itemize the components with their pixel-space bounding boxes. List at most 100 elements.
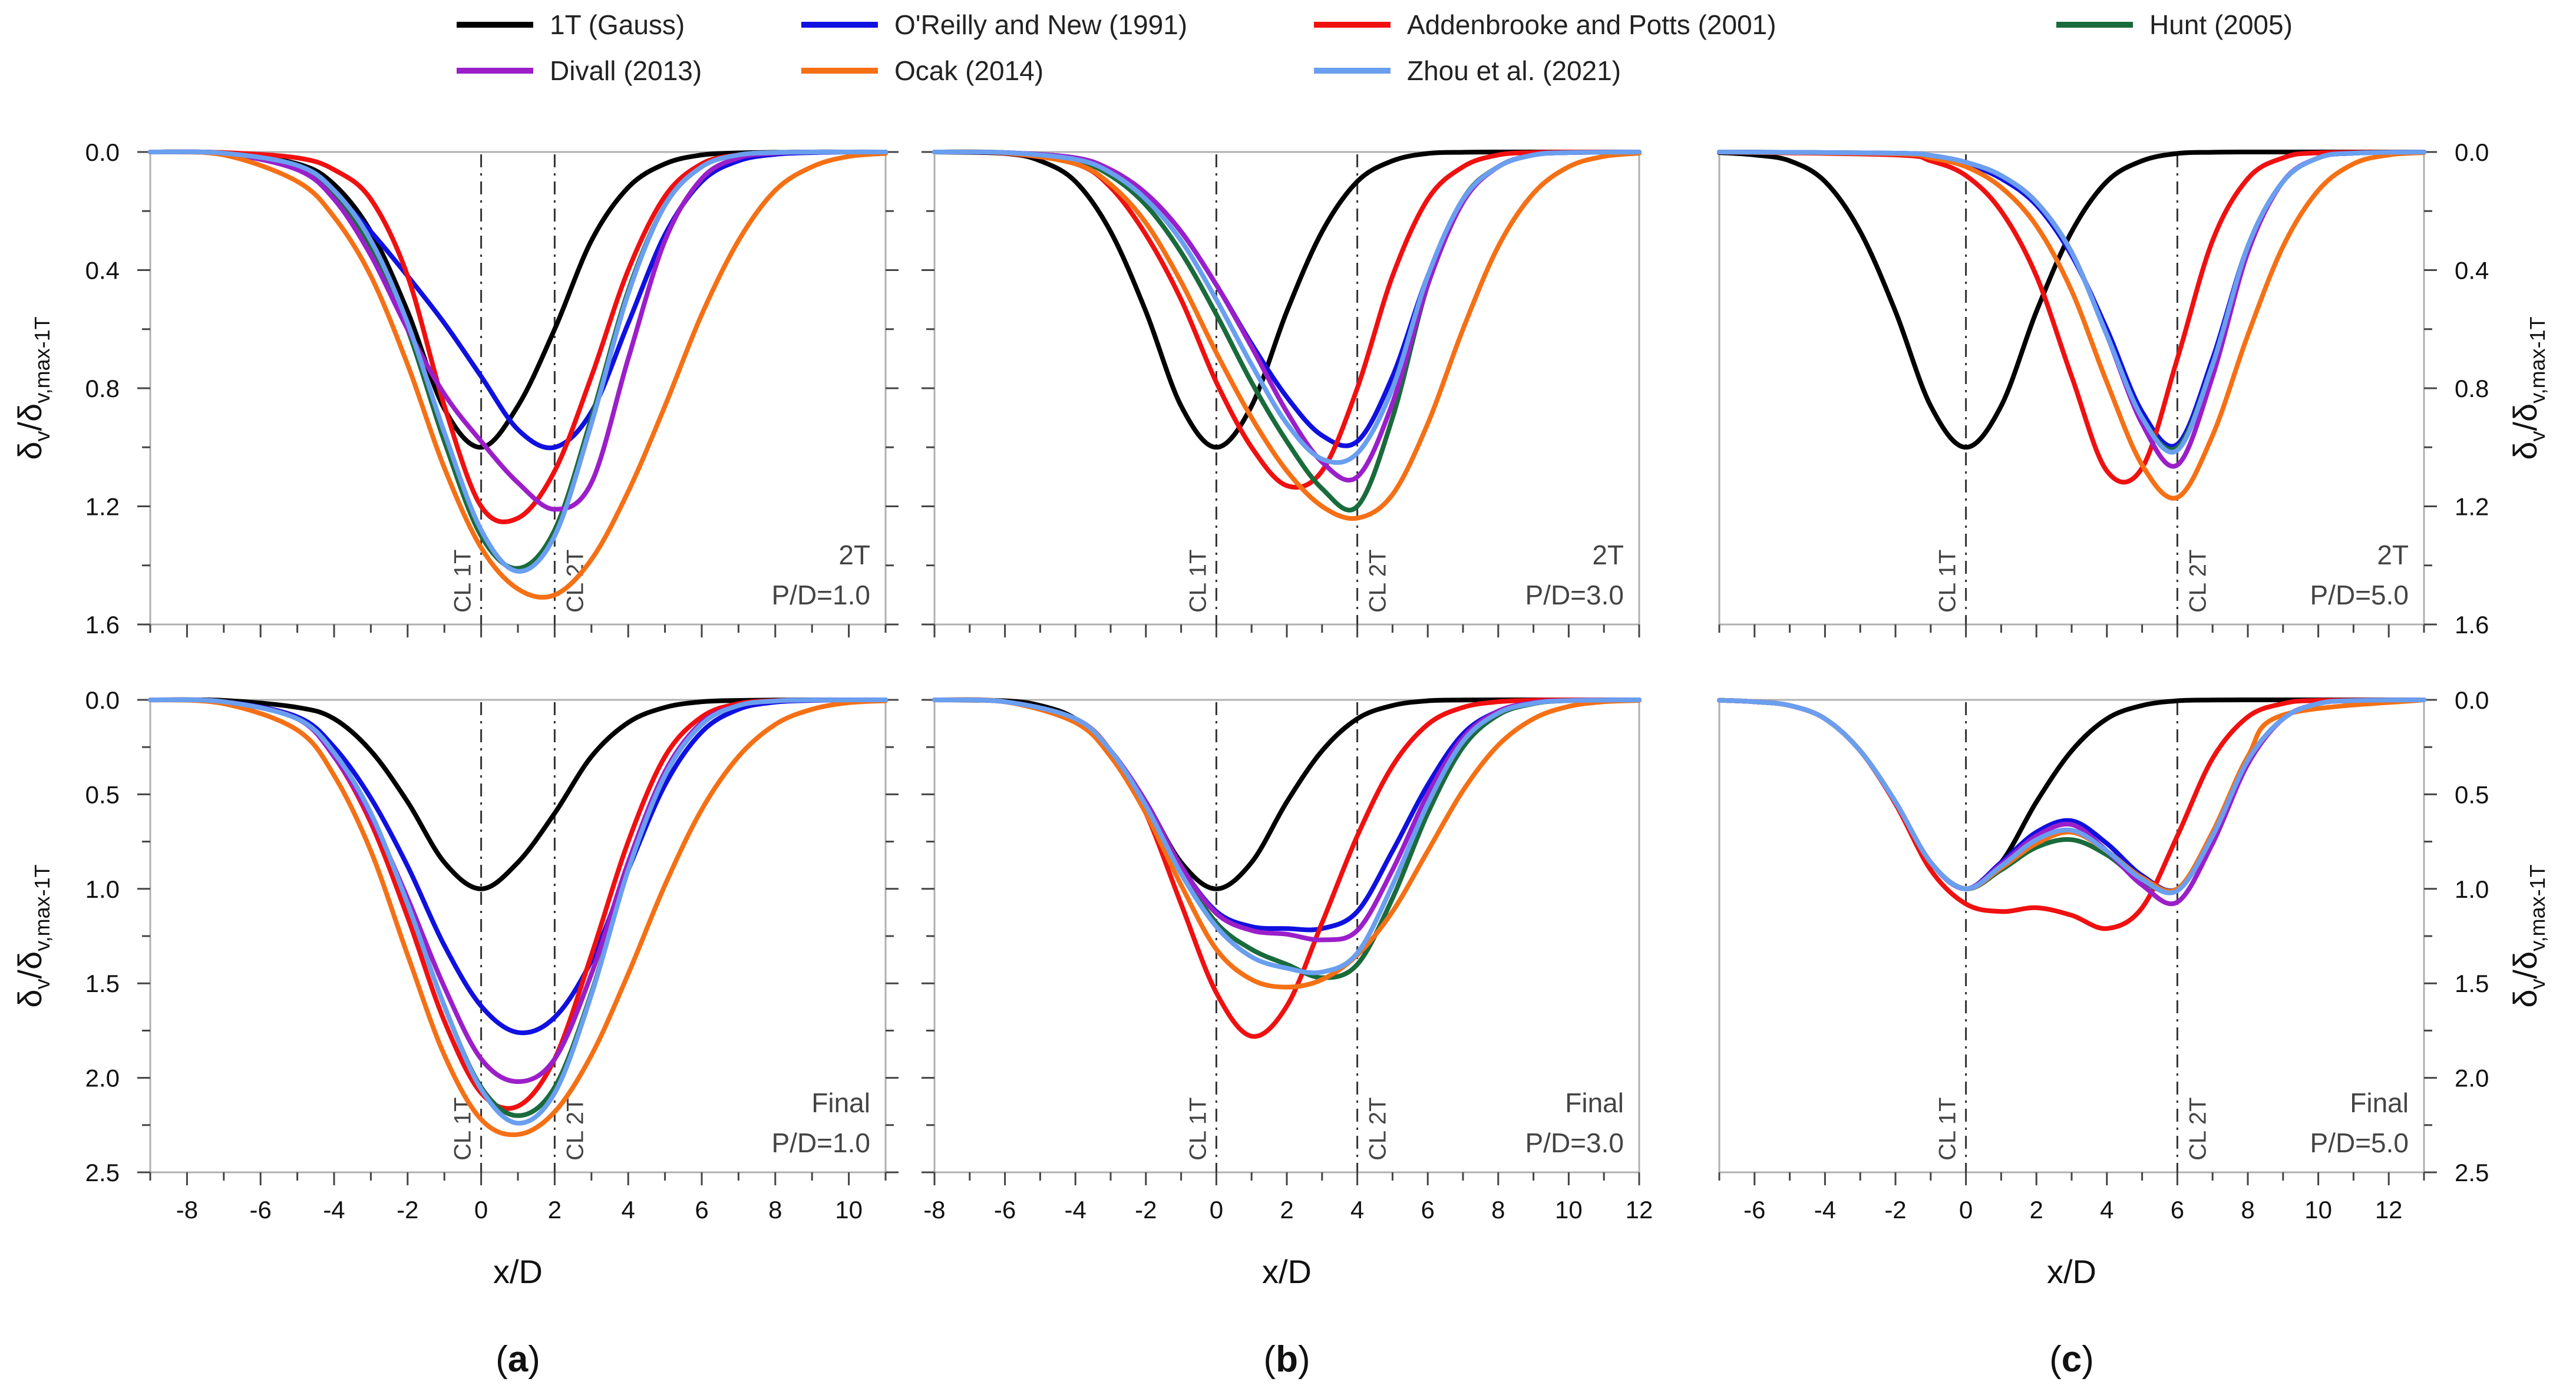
stage-label: Final — [2350, 1087, 2409, 1118]
x-tick-label: 6 — [2171, 1196, 2184, 1224]
y-tick-label: 1.6 — [2455, 611, 2489, 639]
x-tick-label: -2 — [397, 1196, 418, 1224]
pd-label: P/D=5.0 — [2310, 1128, 2409, 1158]
x-tick-label: 0 — [474, 1196, 488, 1224]
series-line-zhou-et-al-2021 — [932, 697, 1642, 976]
legend: 1T (Gauss) O'Reilly and New (1991) Addenbr… — [457, 9, 2293, 86]
x-tick-label: 12 — [1626, 1196, 1653, 1224]
x-axis-label: x/D — [1262, 1253, 1312, 1290]
x-tick-label: 2 — [2030, 1196, 2043, 1224]
cl-2t-label: CL 2T — [562, 1098, 588, 1161]
y-tick-label: 1.6 — [85, 611, 120, 639]
pd-label: P/D=3.0 — [1525, 580, 1624, 610]
legend-label: Ocak (2014) — [894, 55, 1043, 86]
x-tick-label: 10 — [835, 1196, 863, 1224]
series-line-ocak-2014 — [148, 149, 888, 600]
x-tick-label: -2 — [1884, 1196, 1906, 1224]
series-line-1t-gauss — [148, 149, 888, 450]
series-line-o-reilly-and-new-1991 — [932, 697, 1642, 933]
y-label-main: δ — [11, 989, 48, 1007]
y-label-main: δ — [2506, 989, 2544, 1007]
y-tick-label: 0.0 — [85, 686, 120, 714]
x-tick-label: -8 — [923, 1196, 945, 1224]
cl-1t-label: CL 1T — [1935, 550, 1961, 613]
series-line-addenbrooke-and-potts-2001 — [1717, 150, 2426, 485]
cl-2t-label: CL 2T — [1365, 550, 1391, 613]
x-tick-label: -6 — [1743, 1196, 1765, 1224]
series-line-o-reilly-and-new-1991 — [1717, 150, 2426, 449]
x-tick-label: 4 — [1350, 1196, 1364, 1224]
series-line-hunt-2005 — [148, 149, 888, 571]
y-label-main: δ — [2506, 441, 2544, 460]
y-label-main: δ — [11, 441, 48, 460]
x-tick-label: -8 — [176, 1196, 198, 1224]
x-tick-label: 2 — [1280, 1196, 1293, 1224]
y-axis-label: δv/δv,max-1T — [2506, 864, 2549, 1007]
series-line-divall-2013 — [148, 697, 888, 1084]
series-line-zhou-et-al-2021 — [932, 149, 1642, 465]
x-tick-label: 8 — [2241, 1196, 2254, 1224]
x-tick-label: -4 — [323, 1196, 345, 1224]
y-tick-label: 1.2 — [2455, 493, 2489, 521]
x-tick-label: -6 — [250, 1196, 272, 1224]
y-label-mid: /δ — [2506, 951, 2544, 979]
chart-panel-c-bottom: -6 -4 -2 0 2 4 6 8 10 12 0.0 0.5 1.0 1.5 2.0 2.5 δv/δv,m… — [1717, 686, 2549, 1290]
chart-panel-b-bottom: -8 -6 -4 -2 0 2 4 6 8 10 12 x/D CL 1T CL 2T Final P/D=3… — [922, 697, 1653, 1290]
y-tick-label: 0.5 — [85, 781, 120, 808]
y-label-sub: v — [2525, 979, 2549, 989]
plot-frame — [933, 151, 1640, 626]
y-axis-label: δv/δv,max-1T — [11, 864, 54, 1007]
series-line-ocak-2014 — [148, 698, 888, 1138]
x-tick-label: 10 — [2304, 1196, 2332, 1224]
y-label-sub: v,max-1T — [30, 316, 54, 403]
y-tick-label: 0.4 — [2455, 257, 2489, 285]
series-line-hunt-2005 — [932, 149, 1642, 513]
y-axis-label: δv/δv,max-1T — [2506, 316, 2549, 460]
series-line-addenbrooke-and-potts-2001 — [932, 149, 1642, 490]
pd-label: P/D=1.0 — [772, 580, 871, 610]
y-label-mid: /δ — [11, 951, 48, 979]
series-line-1t-gauss — [148, 697, 888, 891]
series-line-zhou-et-al-2021 — [1717, 150, 2426, 455]
x-tick-label: 2 — [548, 1196, 562, 1224]
y-tick-label: 1.0 — [2455, 875, 2489, 903]
stage-label: 2T — [1592, 540, 1624, 570]
legend-label: Hunt (2005) — [2149, 9, 2293, 40]
pd-label: P/D=5.0 — [2310, 580, 2409, 610]
pd-label: P/D=3.0 — [1525, 1128, 1624, 1158]
x-tick-label: -6 — [994, 1196, 1016, 1224]
y-tick-label: 1.5 — [2455, 970, 2489, 997]
series-line-1t-gauss — [1717, 697, 2426, 891]
legend-entry: Zhou et al. (2021) — [1314, 55, 1621, 86]
legend-entry: O'Reilly and New (1991) — [801, 9, 1187, 40]
y-tick-label: 1.0 — [85, 875, 120, 903]
x-tick-label: 4 — [2100, 1196, 2113, 1224]
x-tick-label: 0 — [1959, 1196, 1973, 1224]
x-tick-label: -4 — [1065, 1196, 1086, 1224]
y-label-sub: v — [30, 979, 54, 989]
series-line-zhou-et-al-2021 — [148, 697, 888, 1126]
y-tick-label: 0.0 — [2455, 138, 2489, 166]
panel-label-c: (c) — [2049, 1339, 2094, 1380]
series-line-o-reilly-and-new-1991 — [148, 697, 888, 1036]
y-tick-label: 0.5 — [2455, 781, 2489, 808]
y-tick-label: 2.0 — [85, 1065, 120, 1092]
y-tick-label: 0.0 — [85, 138, 120, 166]
pd-label: P/D=1.0 — [772, 1128, 871, 1158]
stage-label: 2T — [838, 540, 870, 570]
panel-label-b: (b) — [1263, 1339, 1310, 1380]
y-tick-label: 2.0 — [2455, 1065, 2489, 1092]
x-tick-label: -2 — [1135, 1196, 1157, 1224]
panel-label-a: (a) — [496, 1339, 540, 1380]
x-tick-label: 8 — [1491, 1196, 1505, 1224]
stage-label: Final — [811, 1087, 870, 1118]
y-tick-label: 0.8 — [2455, 375, 2489, 402]
plot-frame — [149, 699, 887, 1173]
series-line-o-reilly-and-new-1991 — [1717, 698, 2426, 893]
y-label-mid: /δ — [2506, 404, 2544, 431]
series-line-zhou-et-al-2021 — [148, 149, 888, 574]
x-tick-label: 8 — [768, 1196, 782, 1224]
chart-panel-b-top: CL 1T CL 2T 2T P/D=3.0 — [922, 149, 1642, 637]
cl-1t-label: CL 1T — [1185, 550, 1211, 613]
